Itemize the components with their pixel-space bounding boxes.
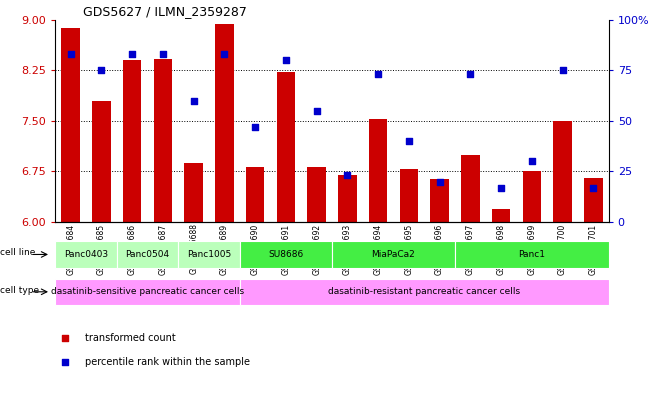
Text: Panc1: Panc1 (518, 250, 546, 259)
Bar (553, 121, 572, 222)
Point (404, 138, 414, 144)
Bar (178, 241, 240, 268)
Bar (55, 241, 117, 268)
Text: SU8686: SU8686 (268, 250, 303, 259)
Bar (400, 169, 418, 222)
Text: dasatinib-resistant pancreatic cancer cells: dasatinib-resistant pancreatic cancer ce… (328, 287, 520, 296)
Point (465, 71, 475, 77)
Bar (246, 167, 264, 222)
Point (189, 97, 199, 104)
Bar (338, 175, 357, 222)
Point (250, 124, 260, 130)
Bar (215, 24, 234, 222)
Point (496, 184, 506, 191)
Bar (369, 119, 387, 222)
Point (527, 158, 537, 165)
Bar (55, 279, 240, 305)
Point (434, 178, 445, 185)
Text: Panc1005: Panc1005 (187, 250, 231, 259)
Bar (461, 154, 480, 222)
Bar (240, 241, 332, 268)
Bar (307, 167, 326, 222)
Point (557, 67, 568, 73)
Bar (584, 178, 603, 222)
Bar (117, 241, 178, 268)
Point (219, 51, 230, 57)
Point (66, 51, 76, 57)
Text: percentile rank within the sample: percentile rank within the sample (85, 357, 249, 367)
Bar (492, 209, 510, 222)
Bar (184, 163, 203, 222)
Bar (277, 72, 295, 222)
Point (342, 173, 353, 179)
Text: transformed count: transformed count (85, 332, 175, 343)
Bar (430, 179, 449, 222)
Bar (523, 171, 541, 222)
Bar (455, 241, 609, 268)
Bar (92, 101, 111, 222)
Text: Panc0504: Panc0504 (126, 250, 170, 259)
Text: dasatinib-sensitive pancreatic cancer cells: dasatinib-sensitive pancreatic cancer ce… (51, 287, 244, 296)
Point (588, 184, 598, 191)
Point (158, 51, 168, 57)
Bar (154, 59, 172, 222)
Point (96, 67, 107, 73)
Text: cell line: cell line (0, 248, 35, 257)
Text: cell type: cell type (0, 286, 39, 295)
Point (281, 57, 291, 63)
Point (373, 71, 383, 77)
Bar (61, 28, 80, 222)
Bar (332, 241, 455, 268)
Text: MiaPaCa2: MiaPaCa2 (372, 250, 415, 259)
Bar (240, 279, 609, 305)
Bar (123, 60, 141, 222)
Point (311, 108, 322, 114)
Point (127, 51, 137, 57)
Text: GDS5627 / ILMN_2359287: GDS5627 / ILMN_2359287 (83, 6, 247, 18)
Text: Panc0403: Panc0403 (64, 250, 108, 259)
